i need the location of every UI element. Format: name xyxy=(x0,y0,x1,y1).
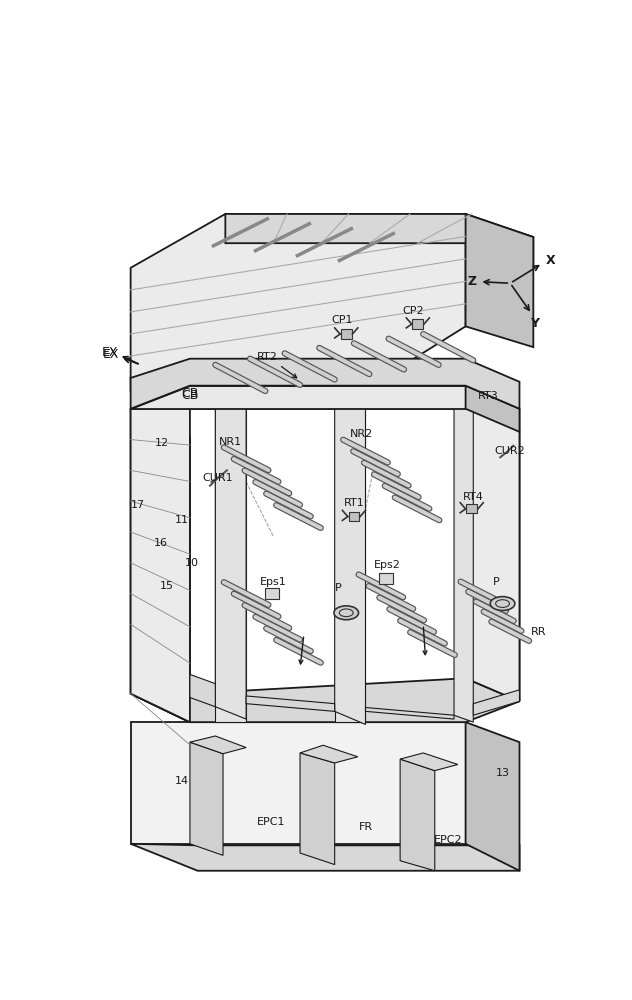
Polygon shape xyxy=(131,694,466,722)
Polygon shape xyxy=(300,745,358,763)
Polygon shape xyxy=(454,388,473,722)
Polygon shape xyxy=(466,722,520,871)
Bar xyxy=(379,573,393,584)
FancyBboxPatch shape xyxy=(341,329,351,339)
Text: P: P xyxy=(493,577,500,587)
Polygon shape xyxy=(466,214,533,347)
Ellipse shape xyxy=(334,606,358,620)
Text: 11: 11 xyxy=(175,515,189,525)
FancyBboxPatch shape xyxy=(348,512,360,521)
Text: CP2: CP2 xyxy=(403,306,424,316)
Polygon shape xyxy=(226,214,533,268)
Polygon shape xyxy=(131,386,466,409)
Text: RT2: RT2 xyxy=(257,352,277,362)
Bar xyxy=(265,588,279,599)
Text: NR1: NR1 xyxy=(219,437,242,447)
Text: EPC2: EPC2 xyxy=(434,835,463,845)
Polygon shape xyxy=(400,753,458,771)
Polygon shape xyxy=(466,386,520,432)
Polygon shape xyxy=(216,386,246,722)
Polygon shape xyxy=(190,674,216,707)
Polygon shape xyxy=(190,742,223,855)
Text: 13: 13 xyxy=(495,768,509,778)
Text: 10: 10 xyxy=(185,558,199,568)
Text: CB: CB xyxy=(181,389,198,402)
Polygon shape xyxy=(216,397,246,719)
Polygon shape xyxy=(300,753,335,865)
Polygon shape xyxy=(131,678,520,722)
Text: Y: Y xyxy=(530,317,539,330)
Text: EX: EX xyxy=(102,346,118,359)
Text: NR2: NR2 xyxy=(350,429,374,439)
Text: CB: CB xyxy=(181,387,198,400)
Text: EX: EX xyxy=(103,348,119,361)
Text: RT3: RT3 xyxy=(478,391,499,401)
Polygon shape xyxy=(131,409,190,722)
Text: Eps1: Eps1 xyxy=(260,577,286,587)
Text: RT1: RT1 xyxy=(344,498,364,508)
Text: RR: RR xyxy=(531,627,547,637)
Text: 14: 14 xyxy=(175,776,189,786)
Polygon shape xyxy=(131,844,520,871)
FancyBboxPatch shape xyxy=(466,504,477,513)
Text: Z: Z xyxy=(467,275,477,288)
Text: CUR2: CUR2 xyxy=(495,446,526,456)
Text: FR: FR xyxy=(358,822,372,832)
Polygon shape xyxy=(400,759,435,871)
Text: X: X xyxy=(545,254,555,267)
Text: Eps2: Eps2 xyxy=(374,560,401,570)
Text: 16: 16 xyxy=(154,538,167,548)
Polygon shape xyxy=(131,359,520,409)
Text: EPC1: EPC1 xyxy=(257,817,286,827)
Polygon shape xyxy=(131,214,466,380)
Polygon shape xyxy=(131,386,190,722)
Polygon shape xyxy=(365,708,454,719)
Ellipse shape xyxy=(490,597,515,610)
Polygon shape xyxy=(466,409,520,701)
Polygon shape xyxy=(131,722,466,844)
Text: CP1: CP1 xyxy=(332,315,353,325)
Polygon shape xyxy=(246,696,335,711)
Text: 15: 15 xyxy=(160,581,174,591)
Polygon shape xyxy=(131,378,379,393)
Text: 17: 17 xyxy=(131,500,145,510)
Polygon shape xyxy=(335,386,365,722)
Text: 12: 12 xyxy=(154,438,169,448)
Polygon shape xyxy=(131,386,520,409)
Text: RT4: RT4 xyxy=(463,492,483,502)
Polygon shape xyxy=(466,386,520,701)
Text: CUR1: CUR1 xyxy=(202,473,233,483)
Text: P: P xyxy=(335,583,342,593)
FancyBboxPatch shape xyxy=(413,319,423,329)
Polygon shape xyxy=(190,736,246,754)
Polygon shape xyxy=(473,690,520,715)
Polygon shape xyxy=(335,392,365,724)
